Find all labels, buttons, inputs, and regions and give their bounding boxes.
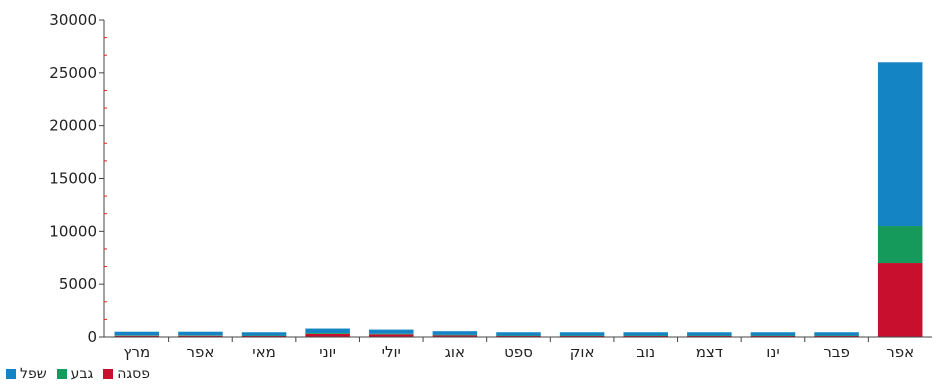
- x-tick-label: יוני: [319, 343, 336, 361]
- bar-segment: [178, 335, 223, 336]
- bar-segment: [114, 335, 160, 336]
- bar-segment: [559, 332, 605, 336]
- x-tick-label: פבר: [823, 343, 850, 361]
- y-tick-label: 30000: [49, 11, 97, 29]
- y-axis: 0 5000 10000 15000 20000 25000 30000: [49, 11, 107, 346]
- bar-segment: [369, 334, 414, 337]
- x-tick-label: ספט: [504, 343, 533, 361]
- x-tick-label: אוק: [570, 343, 595, 361]
- x-axis: מרץ אפר מאי יוני יולי אוג ספט אוק נוב דצמ ינו פבר אפ…: [104, 336, 932, 361]
- x-tick-label: אפר: [886, 343, 914, 361]
- y-tick-label: 25000: [49, 64, 97, 82]
- legend-item: גבע: [56, 366, 94, 382]
- legend-swatch: [103, 369, 114, 379]
- y-tick-label: 0: [87, 328, 97, 346]
- legend-swatch: [56, 369, 67, 379]
- bar-segment: [877, 226, 923, 264]
- y-tick-label: 10000: [49, 222, 97, 240]
- bar-segment: [814, 335, 859, 337]
- x-tick-label: נוב: [636, 343, 655, 361]
- bar-segment: [750, 335, 796, 337]
- bar-segment: [432, 334, 478, 336]
- bar-segment: [496, 332, 541, 336]
- bar-segment: [305, 328, 350, 333]
- bar-segment: [114, 331, 160, 336]
- bar-segment: [687, 332, 732, 336]
- x-tick-label: אפר: [186, 343, 214, 361]
- bar-segment: [877, 62, 923, 227]
- bar-segment: [877, 263, 923, 337]
- bar-segment: [496, 335, 541, 337]
- legend-label: גבע: [70, 366, 94, 382]
- bar-segment: [623, 335, 668, 337]
- bar-segment: [241, 335, 287, 337]
- x-tick-label: מאי: [252, 343, 276, 361]
- y-tick-label: 20000: [49, 117, 97, 135]
- legend-item: פסגה: [103, 366, 150, 382]
- y-tick-label: 15000: [49, 170, 97, 188]
- bar-segment: [114, 335, 160, 337]
- bar-segment: [750, 332, 796, 336]
- x-tick-label: מרץ: [123, 343, 150, 361]
- bar-segment: [305, 332, 350, 334]
- bar-segment: [432, 335, 478, 337]
- x-tick-label: ינו: [766, 343, 779, 361]
- bars: [114, 62, 923, 337]
- legend-label: פסגה: [117, 366, 151, 382]
- legend-swatch: [6, 369, 16, 379]
- bar-segment: [241, 332, 287, 336]
- bar-segment: [369, 329, 414, 334]
- bar-segment: [178, 335, 223, 337]
- bar-segment: [369, 333, 414, 335]
- y-tick-label: 5000: [59, 275, 97, 293]
- legend-label: שפל: [20, 366, 47, 382]
- bar-segment: [814, 332, 859, 336]
- x-tick-label: יולי: [382, 343, 401, 361]
- bar-segment: [559, 335, 605, 337]
- x-tick-label: אוג: [445, 343, 465, 361]
- bar-segment: [432, 331, 478, 335]
- legend-item: שפל: [6, 366, 47, 382]
- x-tick-label: דצמ: [696, 343, 723, 361]
- bar-segment: [623, 332, 668, 336]
- bar-segment: [305, 333, 350, 337]
- bar-segment: [687, 335, 732, 337]
- bar-segment: [178, 331, 223, 336]
- legend: פסגה גבע שפל: [6, 366, 150, 382]
